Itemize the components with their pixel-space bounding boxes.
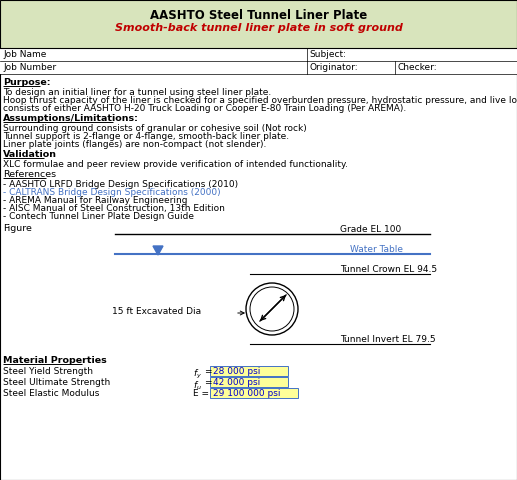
Text: Liner plate joints (flanges) are non-compact (not slender).: Liner plate joints (flanges) are non-com… [3,140,266,149]
Text: - AISC Manual of Steel Construction, 13th Edition: - AISC Manual of Steel Construction, 13t… [3,204,225,213]
Text: Tunnel support is 2-flange or 4-flange, smooth-back liner plate.: Tunnel support is 2-flange or 4-flange, … [3,132,289,141]
Text: Subject:: Subject: [309,50,346,59]
Text: 42 000 psi: 42 000 psi [213,378,260,387]
Text: Steel Yield Strength: Steel Yield Strength [3,367,93,376]
Text: Grade EL 100: Grade EL 100 [340,225,401,234]
Text: =: = [204,367,211,376]
Text: Assumptions/Limitations:: Assumptions/Limitations: [3,114,139,123]
Text: E =: E = [193,389,209,398]
Bar [0,61,517,74]
Text: Steel Elastic Modulus: Steel Elastic Modulus [3,389,99,398]
Text: =: = [204,378,211,387]
Text: References: References [3,170,56,179]
Text: Smooth-back tunnel liner plate in soft ground: Smooth-back tunnel liner plate in soft g… [115,23,402,33]
Text: XLC formulae and peer review provide verification of intended functionality.: XLC formulae and peer review provide ver… [3,160,348,169]
Bar [0,0,517,48]
Text: - Contech Tunnel Liner Plate Design Guide: - Contech Tunnel Liner Plate Design Guid… [3,212,194,221]
Text: 29 100 000 psi: 29 100 000 psi [213,389,281,398]
Text: Validation: Validation [3,150,57,159]
Text: - AASHTO LRFD Bridge Design Specifications (2010): - AASHTO LRFD Bridge Design Specificatio… [3,180,238,189]
Bar [210,366,288,376]
Text: Water Table: Water Table [350,245,403,254]
Bar [210,388,298,398]
Text: Tunnel Invert EL 79.5: Tunnel Invert EL 79.5 [340,335,436,344]
Text: - CALTRANS Bridge Design Specifications (2000): - CALTRANS Bridge Design Specifications … [3,188,221,197]
Text: Job Name: Job Name [3,50,47,59]
Text: $f_u$: $f_u$ [193,379,202,392]
Text: Surrounding ground consists of granular or cohesive soil (Not rock): Surrounding ground consists of granular … [3,124,307,133]
Text: $f_y$: $f_y$ [193,368,202,381]
Text: Hoop thrust capacity of the liner is checked for a specified overburden pressure: Hoop thrust capacity of the liner is che… [3,96,517,105]
Bar [210,377,288,387]
Text: 15 ft Excavated Dia: 15 ft Excavated Dia [112,307,201,315]
Text: Tunnel Crown EL 94.5: Tunnel Crown EL 94.5 [340,265,437,274]
Text: Originator:: Originator: [309,63,358,72]
Text: Job Number: Job Number [3,63,56,72]
Text: consists of either AASHTO H-20 Truck Loading or Cooper E-80 Train Loading (Per A: consists of either AASHTO H-20 Truck Loa… [3,104,406,113]
Text: Material Properties: Material Properties [3,356,107,365]
Text: To design an initial liner for a tunnel using steel liner plate.: To design an initial liner for a tunnel … [3,88,271,97]
Text: 28 000 psi: 28 000 psi [213,367,261,376]
Text: Steel Ultimate Strength: Steel Ultimate Strength [3,378,110,387]
Text: Checker:: Checker: [397,63,437,72]
Text: - AREMA Manual for Railway Engineering: - AREMA Manual for Railway Engineering [3,196,188,205]
Bar [0,48,517,61]
Polygon shape [153,246,163,255]
Text: AASHTO Steel Tunnel Liner Plate: AASHTO Steel Tunnel Liner Plate [150,9,367,22]
Text: Figure: Figure [3,224,32,233]
Text: Purpose:: Purpose: [3,78,51,87]
